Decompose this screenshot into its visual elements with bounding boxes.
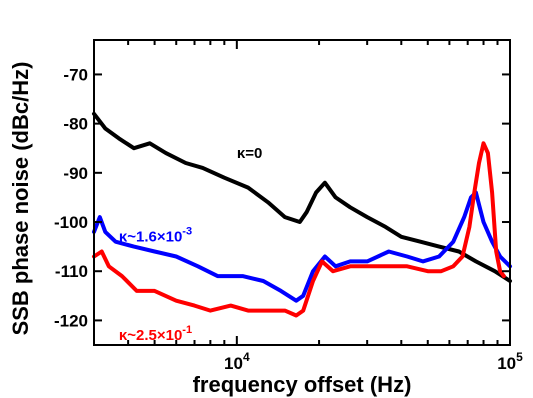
y-tick-label: -110 (55, 262, 88, 281)
series-line-1 (92, 190, 512, 303)
x-tick-label: 105 (497, 350, 523, 373)
series-annotation-2: κ~2.5×10-1 (119, 324, 192, 344)
y-tick-label: -90 (63, 164, 88, 183)
y-tick-label: -70 (63, 65, 88, 84)
y-tick-label: -100 (54, 213, 88, 232)
x-tick-label: 104 (224, 350, 250, 373)
x-axis-title: frequency offset (Hz) (193, 372, 412, 397)
series-layer (92, 111, 512, 318)
series-annotation-0: κ=0 (237, 145, 262, 162)
series-line-0 (92, 111, 512, 283)
y-tick-label: -120 (54, 311, 88, 330)
y-tick-label: -80 (63, 115, 88, 134)
series-annotation-1: κ~1.6×10-3 (119, 226, 192, 246)
annotation-layer: κ=0 κ~1.6×10-3 κ~2.5×10-1 (119, 145, 262, 344)
series-line-2 (92, 141, 506, 318)
y-axis-title: SSB phase noise (dBc/Hz) (8, 62, 33, 336)
tick-layer: -70 -80 -90 -100 -110 -120 104 105 (54, 40, 523, 373)
plot-frame (93, 39, 511, 346)
